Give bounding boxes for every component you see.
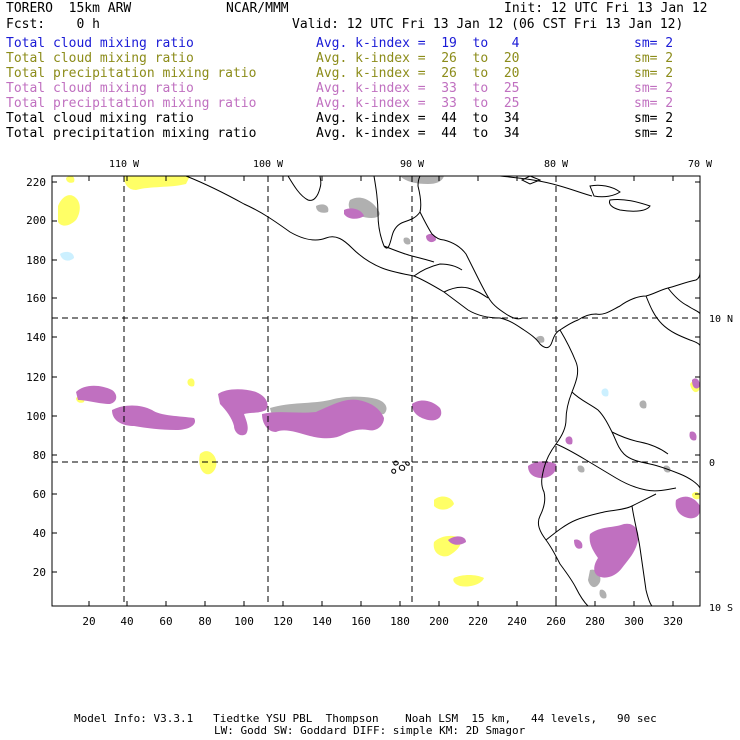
legend-smoothing: sm= 2 [634,36,674,51]
legend-row: Total cloud mixing ratio Avg. k-index = … [6,111,734,126]
x-tick-label: 80 [198,615,211,628]
x-tick-label: 60 [159,615,172,628]
lon-label: 70 W [688,159,713,170]
y-tick-label: 100 [26,410,46,423]
x-tick-label: 200 [429,615,449,628]
y-tick-label: 120 [26,371,46,384]
legend-row: Total cloud mixing ratio Avg. k-index = … [6,51,734,66]
purple-cloud-areas [76,208,701,578]
legend-k-index: Avg. k-index = 26 to 20 [316,66,520,81]
y-axis: 220 200 180 160 140 120 100 80 60 40 20 [26,176,46,579]
x-axis: 20 40 60 80 100 120 140 160 180 200 220 … [82,615,683,628]
x-tick-label: 260 [546,615,566,628]
legend-field-name: Total cloud mixing ratio [6,111,194,126]
legend-row: Total precipitation mixing ratio Avg. k-… [6,66,734,81]
x-tick-label: 220 [468,615,488,628]
legend-k-index: Avg. k-index = 33 to 25 [316,81,520,96]
forecast-hour: Fcst: 0 h [6,17,100,32]
lat-label: 0 [709,458,715,469]
legend-smoothing: sm= 2 [634,96,674,111]
legend-k-index: Avg. k-index = 19 to 4 [316,36,520,51]
lat-label: 10 S [709,603,733,614]
map-frame [51,175,701,607]
legend-smoothing: sm= 2 [634,111,674,126]
x-tick-label: 100 [234,615,254,628]
x-tick-label: 20 [82,615,95,628]
y-tick-label: 180 [26,254,46,267]
legend-smoothing: sm= 2 [634,81,674,96]
legend-k-index: Avg. k-index = 44 to 34 [316,111,520,126]
y-tick-label: 40 [33,527,46,540]
legend-row: Total precipitation mixing ratio Avg. k-… [6,126,734,141]
y-tick-label: 20 [33,566,46,579]
lon-label: 80 W [544,159,569,170]
x-tick-label: 180 [390,615,410,628]
legend-field-name: Total cloud mixing ratio [6,51,194,66]
y-tick-label: 200 [26,214,46,227]
x-tick-label: 300 [624,615,644,628]
frame-ticks [52,176,700,606]
legend-field-name: Total precipitation mixing ratio [6,96,257,111]
model-info-line-1: Model Info: V3.3.1 Tiedtke YSU PBL Thomp… [74,712,657,725]
lon-label: 90 W [400,159,425,170]
organization-label: NCAR/MMM [226,1,289,16]
legend-k-index: Avg. k-index = 44 to 34 [316,126,520,141]
x-tick-label: 320 [663,615,683,628]
legend-field-name: Total precipitation mixing ratio [6,66,257,81]
model-title: TORERO 15km ARW [6,1,132,16]
valid-time: Valid: 12 UTC Fri 13 Jan 12 (06 CST Fri … [292,17,684,32]
x-tick-label: 120 [273,615,293,628]
y-tick-label: 80 [33,449,46,462]
x-tick-label: 40 [120,615,133,628]
x-tick-label: 280 [585,615,605,628]
init-time: Init: 12 UTC Fri 13 Jan 12 [504,1,708,16]
legend-smoothing: sm= 2 [634,66,674,81]
x-tick-label: 240 [507,615,527,628]
lat-lon-grid [52,176,700,606]
x-tick-label: 140 [312,615,332,628]
lat-label: 10 N [709,314,733,325]
yellow-cloud-areas [58,175,700,587]
lightblue-cloud-areas [60,251,609,397]
coastlines [185,175,701,607]
legend-field-name: Total cloud mixing ratio [6,81,194,96]
legend-field-name: Total precipitation mixing ratio [6,126,257,141]
legend-k-index: Avg. k-index = 33 to 25 [316,96,520,111]
legend-k-index: Avg. k-index = 26 to 20 [316,51,520,66]
legend-smoothing: sm= 2 [634,51,674,66]
lon-label: 110 W [109,159,140,170]
legend-smoothing: sm= 2 [634,126,674,141]
model-info-line-2: LW: Godd SW: Goddard DIFF: simple KM: 2D… [214,724,526,737]
legend-row: Total precipitation mixing ratio Avg. k-… [6,96,734,111]
legend-row: Total cloud mixing ratio Avg. k-index = … [6,36,734,51]
lon-label: 100 W [253,159,284,170]
y-tick-label: 140 [26,331,46,344]
y-tick-label: 160 [26,292,46,305]
x-tick-label: 160 [351,615,371,628]
y-tick-label: 60 [33,488,46,501]
y-tick-label: 220 [26,176,46,189]
legend-row: Total cloud mixing ratio Avg. k-index = … [6,81,734,96]
legend-field-name: Total cloud mixing ratio [6,36,194,51]
